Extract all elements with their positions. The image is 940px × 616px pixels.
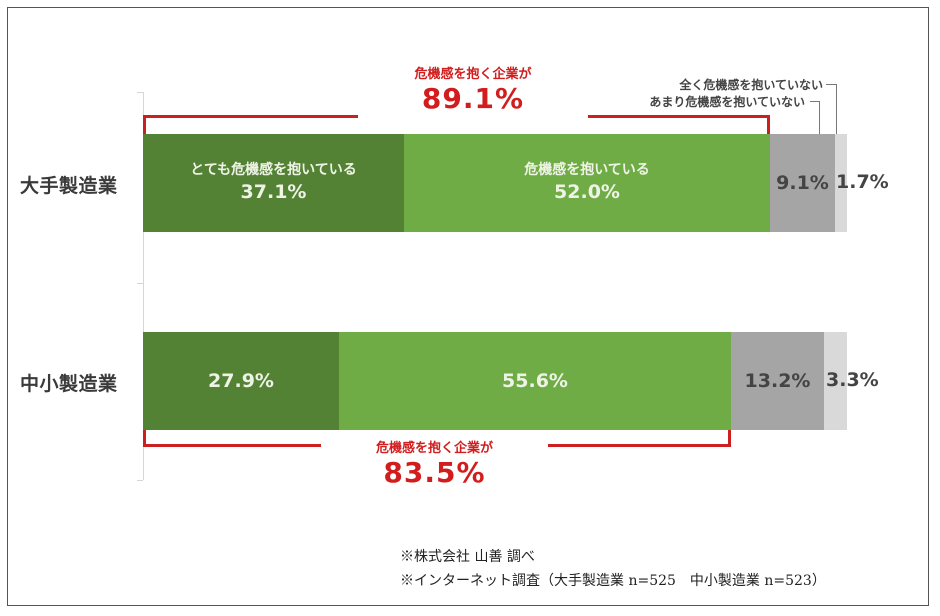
segment-concerned: 55.6% bbox=[339, 332, 731, 430]
segment-very-concerned: とても危機感を抱いている 37.1% bbox=[143, 134, 404, 232]
leader-label-not-at-all: 全く危機感を抱いていない bbox=[679, 78, 823, 92]
callout-value: 83.5% bbox=[383, 456, 486, 489]
segment-value: 9.1% bbox=[776, 172, 829, 194]
category-axis bbox=[143, 92, 144, 480]
leader-line bbox=[826, 84, 836, 85]
axis-tick bbox=[137, 480, 143, 481]
segment-value: 27.9% bbox=[208, 370, 274, 392]
source-note: ※株式会社 山善 調べ bbox=[400, 549, 535, 565]
segment-value: 52.0% bbox=[554, 181, 620, 203]
segment-very-concerned: 27.9% bbox=[143, 332, 339, 430]
bracket-line bbox=[143, 115, 146, 134]
bracket-line bbox=[143, 115, 358, 118]
bar-sme-manufacturers: 27.9% 55.6% 13.2% bbox=[143, 332, 847, 430]
segment-value-not-at-all: 3.3% bbox=[826, 369, 879, 391]
callout-large: 危機感を抱く企業が 89.1% bbox=[358, 66, 588, 115]
survey-note: ※インターネット調査（大手製造業 n=525 中小製造業 n=523） bbox=[400, 573, 826, 589]
category-label-sme: 中小製造業 bbox=[20, 373, 118, 395]
callout-caption: 危機感を抱く企業が bbox=[375, 441, 493, 456]
segment-value: 13.2% bbox=[744, 370, 811, 392]
bracket-line bbox=[728, 430, 731, 447]
category-label-large: 大手製造業 bbox=[20, 175, 118, 197]
segment-not-at-all bbox=[835, 134, 847, 232]
segment-not-much: 13.2% bbox=[731, 332, 824, 430]
leader-line bbox=[819, 101, 820, 134]
segment-value-not-at-all: 1.7% bbox=[836, 171, 889, 193]
bracket-line bbox=[548, 444, 731, 447]
leader-line bbox=[836, 84, 837, 134]
segment-caption: 危機感を抱いている bbox=[524, 162, 650, 178]
segment-value: 37.1% bbox=[240, 181, 307, 203]
segment-caption: とても危機感を抱いている bbox=[190, 162, 357, 178]
chart-frame bbox=[7, 7, 929, 606]
segment-not-at-all bbox=[824, 332, 847, 430]
bracket-line bbox=[767, 115, 770, 134]
segment-concerned: 危機感を抱いている 52.0% bbox=[404, 134, 770, 232]
callout-sme: 危機感を抱く企業が 83.5% bbox=[321, 440, 548, 489]
axis-tick bbox=[137, 283, 143, 284]
bracket-line bbox=[588, 115, 770, 118]
leader-label-not-much: あまり危機感を抱いていない bbox=[649, 95, 805, 109]
callout-caption: 危機感を抱く企業が bbox=[414, 67, 532, 82]
callout-value: 89.1% bbox=[421, 82, 525, 115]
bracket-line bbox=[143, 430, 146, 447]
segment-value: 55.6% bbox=[502, 370, 568, 392]
bracket-line bbox=[143, 444, 321, 447]
axis-tick bbox=[137, 92, 143, 93]
leader-line bbox=[810, 101, 819, 102]
bar-large-manufacturers: とても危機感を抱いている 37.1% 危機感を抱いている 52.0% 9.1% bbox=[143, 134, 847, 232]
segment-not-much: 9.1% bbox=[770, 134, 835, 232]
